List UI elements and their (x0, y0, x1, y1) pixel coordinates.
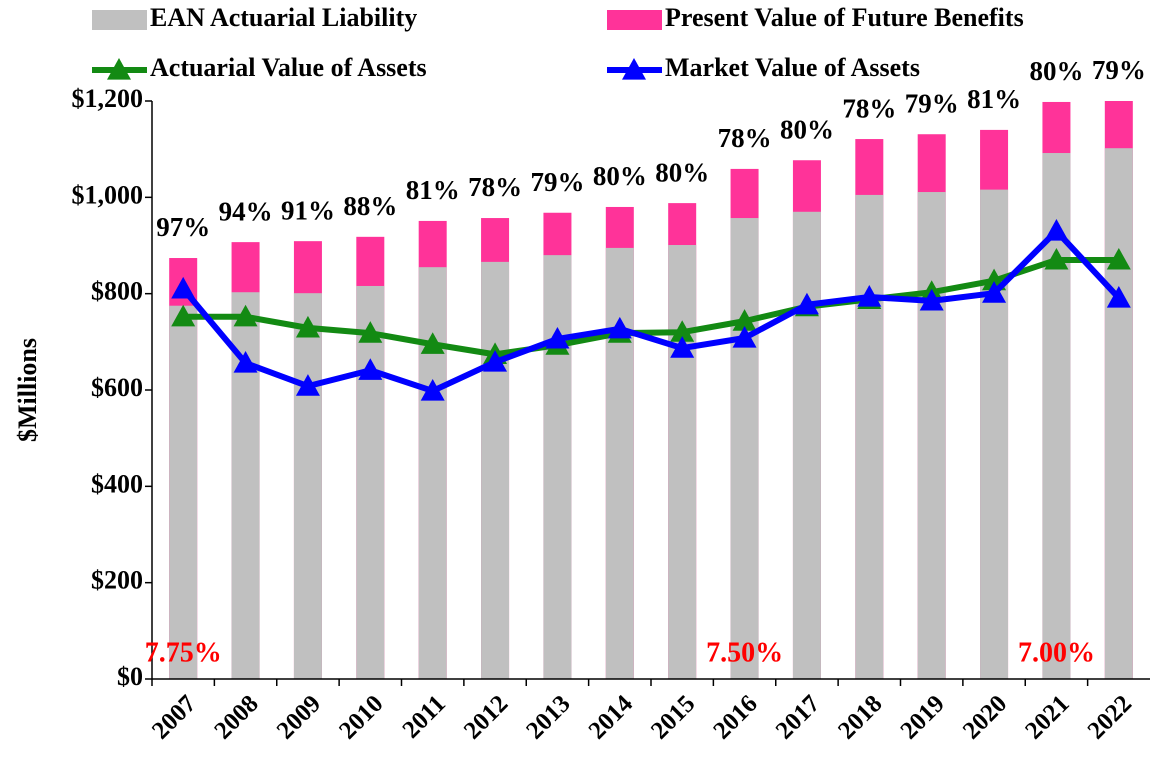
legend-swatch (92, 10, 147, 30)
legend-label: Present Value of Future Benefits (665, 3, 1024, 32)
legend-label: Actuarial Value of Assets (150, 53, 427, 82)
x-tick-label: 2014 (584, 690, 639, 745)
x-tick-label: 2009 (272, 690, 326, 744)
marker (483, 350, 508, 372)
x-tick-label: 2020 (958, 690, 1012, 744)
bar (356, 285, 385, 679)
y-tick-label: $1,200 (72, 84, 144, 113)
annotation: 7.75% (145, 637, 222, 668)
funded-ratio-label: 81% (406, 175, 460, 205)
x-tick-label: 2018 (833, 690, 887, 744)
funded-ratio-label: 94% (219, 196, 273, 226)
bar (481, 261, 510, 679)
x-tick-label: 2011 (398, 690, 451, 743)
funded-ratio-label: 79% (530, 167, 584, 197)
legend-swatch (607, 10, 662, 30)
bar (980, 189, 1009, 680)
y-tick-label: $600 (91, 373, 143, 402)
funded-ratio-label: 80% (593, 161, 647, 191)
marker (420, 332, 445, 354)
marker (982, 281, 1007, 303)
bar (792, 211, 821, 680)
marker (857, 285, 882, 307)
marker (295, 315, 320, 338)
funded-ratio-label: 78% (842, 93, 896, 123)
bar (855, 194, 884, 680)
x-tick-label: 2021 (1020, 690, 1074, 744)
marker (545, 326, 570, 349)
y-tick-label: $200 (91, 566, 143, 595)
marker (1044, 219, 1069, 241)
x-tick-label: 2012 (459, 690, 513, 744)
bar (418, 267, 447, 679)
y-tick-label: $400 (91, 469, 143, 498)
marker (420, 378, 445, 401)
marker (1106, 286, 1131, 308)
legend-marker (622, 58, 646, 80)
y-tick-label: $1,000 (72, 180, 144, 209)
funded-ratio-label: 80% (780, 114, 834, 144)
marker (171, 276, 196, 299)
bar (917, 192, 946, 679)
bar (730, 218, 759, 680)
annotation: 7.00% (1018, 637, 1095, 668)
x-tick-label: 2019 (896, 690, 950, 744)
bar (1104, 148, 1133, 679)
funded-ratio-label: 81% (967, 84, 1021, 114)
x-tick-label: 2015 (646, 690, 700, 744)
marker (358, 321, 383, 343)
marker (171, 304, 196, 327)
legend-label: EAN Actuarial Liability (150, 3, 417, 32)
marker (233, 351, 258, 373)
marker (794, 292, 819, 315)
legend-label: Market Value of Assets (665, 53, 920, 82)
marker (607, 316, 632, 339)
marker (919, 288, 944, 311)
marker (295, 374, 320, 396)
y-axis-title: $Millions (13, 338, 42, 442)
funded-ratio-label: 80% (1029, 56, 1083, 86)
bar (543, 255, 572, 679)
x-tick-label: 2010 (334, 690, 388, 744)
marker (358, 358, 383, 380)
x-tick-label: 2007 (147, 690, 201, 744)
marker (1044, 247, 1069, 270)
marker (1106, 247, 1131, 270)
x-tick-label: 2017 (771, 690, 825, 744)
funded-ratio-label: 88% (343, 191, 397, 221)
legend-marker (107, 58, 131, 80)
x-tick-label: 2016 (708, 690, 762, 744)
line (183, 256, 1119, 358)
x-tick-label: 2022 (1083, 690, 1137, 744)
annotation: 7.50% (706, 637, 783, 668)
funded-ratio-label: 80% (655, 157, 709, 187)
y-tick-label: $0 (117, 662, 143, 691)
funded-ratio-label: 97% (156, 212, 210, 242)
x-tick-label: 2013 (521, 690, 575, 744)
marker (670, 336, 695, 358)
funded-ratio-label: 79% (905, 88, 959, 118)
funded-ratio-label: 78% (468, 172, 522, 202)
funded-ratio-label: 79% (1092, 55, 1146, 85)
funded-ratio-label: 78% (718, 123, 772, 153)
marker (233, 304, 258, 327)
line (180, 228, 1122, 394)
bar (605, 247, 634, 680)
x-tick-label: 2008 (209, 690, 263, 744)
marker (732, 325, 757, 348)
marker (670, 320, 695, 342)
bar (169, 305, 198, 679)
funded-ratio-label: 91% (281, 195, 335, 225)
marker (732, 309, 757, 331)
y-tick-label: $800 (91, 277, 143, 306)
bar (293, 293, 322, 679)
bar (668, 245, 697, 680)
